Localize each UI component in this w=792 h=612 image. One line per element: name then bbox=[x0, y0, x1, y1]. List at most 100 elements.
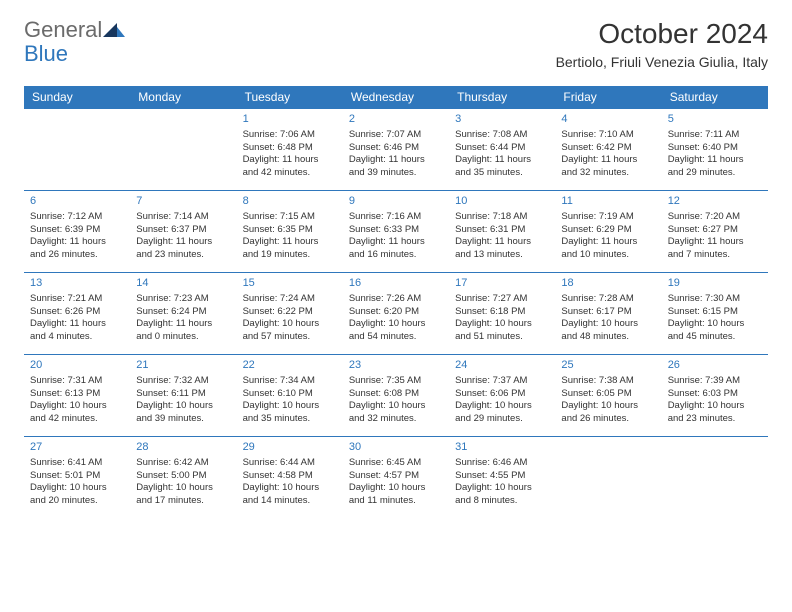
day-number: 9 bbox=[349, 194, 443, 209]
sunset-text: Sunset: 6:06 PM bbox=[455, 388, 549, 401]
sunset-text: Sunset: 6:46 PM bbox=[349, 142, 443, 155]
day-cell: 30Sunrise: 6:45 AMSunset: 4:57 PMDayligh… bbox=[343, 437, 449, 519]
sunrise-text: Sunrise: 7:10 AM bbox=[561, 129, 655, 142]
sunrise-text: Sunrise: 7:38 AM bbox=[561, 375, 655, 388]
logo: General Blue bbox=[24, 18, 125, 66]
day-number: 14 bbox=[136, 276, 230, 291]
logo-mark-icon bbox=[103, 18, 125, 42]
sunrise-text: Sunrise: 7:12 AM bbox=[30, 211, 124, 224]
day-number: 25 bbox=[561, 358, 655, 373]
daylight-text: Daylight: 11 hours and 16 minutes. bbox=[349, 236, 443, 262]
day-of-week-header: Monday bbox=[130, 86, 236, 109]
sunrise-text: Sunrise: 7:34 AM bbox=[243, 375, 337, 388]
day-cell: 17Sunrise: 7:27 AMSunset: 6:18 PMDayligh… bbox=[449, 273, 555, 355]
day-cell: 29Sunrise: 6:44 AMSunset: 4:58 PMDayligh… bbox=[237, 437, 343, 519]
sunset-text: Sunset: 6:05 PM bbox=[561, 388, 655, 401]
day-number: 30 bbox=[349, 440, 443, 455]
sunrise-text: Sunrise: 7:07 AM bbox=[349, 129, 443, 142]
day-cell: 22Sunrise: 7:34 AMSunset: 6:10 PMDayligh… bbox=[237, 355, 343, 437]
logo-line1: General bbox=[24, 17, 102, 42]
day-number: 16 bbox=[349, 276, 443, 291]
day-cell: 15Sunrise: 7:24 AMSunset: 6:22 PMDayligh… bbox=[237, 273, 343, 355]
week-row: 1Sunrise: 7:06 AMSunset: 6:48 PMDaylight… bbox=[24, 109, 768, 191]
day-of-week-header: Tuesday bbox=[237, 86, 343, 109]
day-number: 18 bbox=[561, 276, 655, 291]
daylight-text: Daylight: 10 hours and 23 minutes. bbox=[668, 400, 762, 426]
day-number: 4 bbox=[561, 112, 655, 127]
empty-cell bbox=[555, 437, 661, 519]
sunset-text: Sunset: 6:17 PM bbox=[561, 306, 655, 319]
day-cell: 28Sunrise: 6:42 AMSunset: 5:00 PMDayligh… bbox=[130, 437, 236, 519]
daylight-text: Daylight: 10 hours and 51 minutes. bbox=[455, 318, 549, 344]
sunset-text: Sunset: 6:20 PM bbox=[349, 306, 443, 319]
sunset-text: Sunset: 6:10 PM bbox=[243, 388, 337, 401]
sunset-text: Sunset: 4:55 PM bbox=[455, 470, 549, 483]
sunset-text: Sunset: 6:48 PM bbox=[243, 142, 337, 155]
daylight-text: Daylight: 10 hours and 32 minutes. bbox=[349, 400, 443, 426]
location: Bertiolo, Friuli Venezia Giulia, Italy bbox=[556, 54, 768, 70]
sunrise-text: Sunrise: 6:42 AM bbox=[136, 457, 230, 470]
day-of-week-header: Sunday bbox=[24, 86, 130, 109]
daylight-text: Daylight: 10 hours and 29 minutes. bbox=[455, 400, 549, 426]
day-cell: 18Sunrise: 7:28 AMSunset: 6:17 PMDayligh… bbox=[555, 273, 661, 355]
daylight-text: Daylight: 11 hours and 39 minutes. bbox=[349, 154, 443, 180]
day-cell: 11Sunrise: 7:19 AMSunset: 6:29 PMDayligh… bbox=[555, 191, 661, 273]
daylight-text: Daylight: 10 hours and 8 minutes. bbox=[455, 482, 549, 508]
daylight-text: Daylight: 10 hours and 35 minutes. bbox=[243, 400, 337, 426]
day-cell: 23Sunrise: 7:35 AMSunset: 6:08 PMDayligh… bbox=[343, 355, 449, 437]
day-cell: 5Sunrise: 7:11 AMSunset: 6:40 PMDaylight… bbox=[662, 109, 768, 191]
sunrise-text: Sunrise: 7:18 AM bbox=[455, 211, 549, 224]
day-of-week-header: Saturday bbox=[662, 86, 768, 109]
day-number: 31 bbox=[455, 440, 549, 455]
week-row: 27Sunrise: 6:41 AMSunset: 5:01 PMDayligh… bbox=[24, 437, 768, 519]
daylight-text: Daylight: 11 hours and 0 minutes. bbox=[136, 318, 230, 344]
week-row: 13Sunrise: 7:21 AMSunset: 6:26 PMDayligh… bbox=[24, 273, 768, 355]
day-cell: 7Sunrise: 7:14 AMSunset: 6:37 PMDaylight… bbox=[130, 191, 236, 273]
sunset-text: Sunset: 6:40 PM bbox=[668, 142, 762, 155]
sunrise-text: Sunrise: 7:35 AM bbox=[349, 375, 443, 388]
sunrise-text: Sunrise: 6:44 AM bbox=[243, 457, 337, 470]
day-cell: 6Sunrise: 7:12 AMSunset: 6:39 PMDaylight… bbox=[24, 191, 130, 273]
sunrise-text: Sunrise: 7:06 AM bbox=[243, 129, 337, 142]
day-cell: 13Sunrise: 7:21 AMSunset: 6:26 PMDayligh… bbox=[24, 273, 130, 355]
daylight-text: Daylight: 11 hours and 10 minutes. bbox=[561, 236, 655, 262]
sunrise-text: Sunrise: 7:39 AM bbox=[668, 375, 762, 388]
sunset-text: Sunset: 6:18 PM bbox=[455, 306, 549, 319]
day-number: 8 bbox=[243, 194, 337, 209]
daylight-text: Daylight: 11 hours and 29 minutes. bbox=[668, 154, 762, 180]
day-cell: 2Sunrise: 7:07 AMSunset: 6:46 PMDaylight… bbox=[343, 109, 449, 191]
sunset-text: Sunset: 6:29 PM bbox=[561, 224, 655, 237]
empty-cell bbox=[662, 437, 768, 519]
sunrise-text: Sunrise: 7:30 AM bbox=[668, 293, 762, 306]
day-cell: 14Sunrise: 7:23 AMSunset: 6:24 PMDayligh… bbox=[130, 273, 236, 355]
sunrise-text: Sunrise: 7:16 AM bbox=[349, 211, 443, 224]
sunset-text: Sunset: 5:01 PM bbox=[30, 470, 124, 483]
day-number: 29 bbox=[243, 440, 337, 455]
daylight-text: Daylight: 11 hours and 35 minutes. bbox=[455, 154, 549, 180]
sunset-text: Sunset: 6:03 PM bbox=[668, 388, 762, 401]
logo-line2: Blue bbox=[24, 41, 68, 66]
empty-cell bbox=[24, 109, 130, 191]
sunset-text: Sunset: 6:31 PM bbox=[455, 224, 549, 237]
day-number: 5 bbox=[668, 112, 762, 127]
day-of-week-header: Thursday bbox=[449, 86, 555, 109]
calendar-table: SundayMondayTuesdayWednesdayThursdayFrid… bbox=[24, 86, 768, 519]
sunset-text: Sunset: 6:27 PM bbox=[668, 224, 762, 237]
day-number: 13 bbox=[30, 276, 124, 291]
sunrise-text: Sunrise: 7:21 AM bbox=[30, 293, 124, 306]
day-number: 28 bbox=[136, 440, 230, 455]
sunrise-text: Sunrise: 7:15 AM bbox=[243, 211, 337, 224]
sunrise-text: Sunrise: 7:37 AM bbox=[455, 375, 549, 388]
day-number: 6 bbox=[30, 194, 124, 209]
sunrise-text: Sunrise: 7:27 AM bbox=[455, 293, 549, 306]
week-row: 6Sunrise: 7:12 AMSunset: 6:39 PMDaylight… bbox=[24, 191, 768, 273]
daylight-text: Daylight: 10 hours and 20 minutes. bbox=[30, 482, 124, 508]
day-cell: 1Sunrise: 7:06 AMSunset: 6:48 PMDaylight… bbox=[237, 109, 343, 191]
day-cell: 24Sunrise: 7:37 AMSunset: 6:06 PMDayligh… bbox=[449, 355, 555, 437]
sunset-text: Sunset: 6:13 PM bbox=[30, 388, 124, 401]
sunrise-text: Sunrise: 7:20 AM bbox=[668, 211, 762, 224]
day-cell: 8Sunrise: 7:15 AMSunset: 6:35 PMDaylight… bbox=[237, 191, 343, 273]
sunrise-text: Sunrise: 7:31 AM bbox=[30, 375, 124, 388]
daylight-text: Daylight: 11 hours and 32 minutes. bbox=[561, 154, 655, 180]
daylight-text: Daylight: 10 hours and 39 minutes. bbox=[136, 400, 230, 426]
